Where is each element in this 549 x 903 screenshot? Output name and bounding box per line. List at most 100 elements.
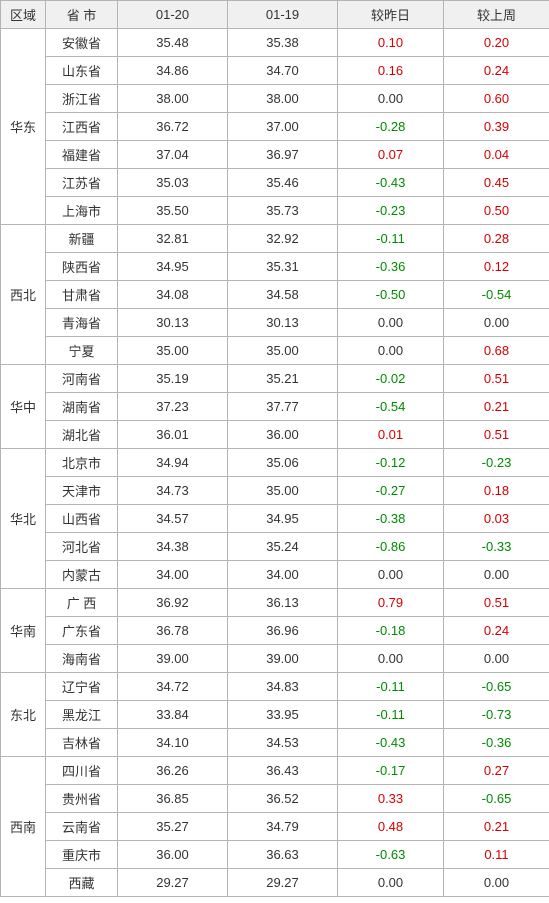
table-row: 华东安徽省35.4835.380.100.20: [1, 29, 549, 57]
table-header: 区域 省 市 01-20 01-19 较昨日 较上周: [1, 1, 549, 29]
table-row: 青海省30.1330.130.000.00: [1, 309, 549, 337]
province-cell: 宁夏: [46, 337, 118, 365]
value-d2-cell: 29.27: [228, 869, 338, 897]
table-row: 山东省34.8634.700.160.24: [1, 57, 549, 85]
change-lastweek-cell: 0.39: [444, 113, 549, 141]
change-yesterday-cell: 0.00: [338, 337, 444, 365]
province-cell: 青海省: [46, 309, 118, 337]
value-d1-cell: 36.85: [118, 785, 228, 813]
value-d2-cell: 39.00: [228, 645, 338, 673]
table-row: 东北辽宁省34.7234.83-0.11-0.65: [1, 673, 549, 701]
province-cell: 内蒙古: [46, 561, 118, 589]
province-cell: 福建省: [46, 141, 118, 169]
table-row: 贵州省36.8536.520.33-0.65: [1, 785, 549, 813]
province-cell: 湖北省: [46, 421, 118, 449]
table-row: 华中河南省35.1935.21-0.020.51: [1, 365, 549, 393]
value-d1-cell: 34.95: [118, 253, 228, 281]
change-yesterday-cell: 0.01: [338, 421, 444, 449]
table-row: 西藏29.2729.270.000.00: [1, 869, 549, 897]
region-cell: 华中: [1, 365, 46, 449]
header-date2: 01-19: [228, 1, 338, 29]
province-cell: 山东省: [46, 57, 118, 85]
province-cell: 辽宁省: [46, 673, 118, 701]
table-row: 黑龙江33.8433.95-0.11-0.73: [1, 701, 549, 729]
table-row: 天津市34.7335.00-0.270.18: [1, 477, 549, 505]
change-lastweek-cell: -0.36: [444, 729, 549, 757]
change-lastweek-cell: 0.45: [444, 169, 549, 197]
value-d1-cell: 34.10: [118, 729, 228, 757]
value-d1-cell: 37.23: [118, 393, 228, 421]
region-cell: 华北: [1, 449, 46, 589]
change-yesterday-cell: -0.63: [338, 841, 444, 869]
value-d2-cell: 35.24: [228, 533, 338, 561]
province-cell: 浙江省: [46, 85, 118, 113]
table-row: 湖北省36.0136.000.010.51: [1, 421, 549, 449]
change-lastweek-cell: 0.60: [444, 85, 549, 113]
province-cell: 西藏: [46, 869, 118, 897]
change-lastweek-cell: 0.24: [444, 57, 549, 85]
change-lastweek-cell: 0.00: [444, 561, 549, 589]
change-yesterday-cell: -0.11: [338, 701, 444, 729]
value-d2-cell: 35.21: [228, 365, 338, 393]
table-row: 华北北京市34.9435.06-0.12-0.23: [1, 449, 549, 477]
table-row: 云南省35.2734.790.480.21: [1, 813, 549, 841]
region-cell: 西北: [1, 225, 46, 365]
value-d2-cell: 35.00: [228, 477, 338, 505]
change-lastweek-cell: -0.23: [444, 449, 549, 477]
table-row: 山西省34.5734.95-0.380.03: [1, 505, 549, 533]
table-row: 华南广 西36.9236.130.790.51: [1, 589, 549, 617]
change-yesterday-cell: 0.00: [338, 85, 444, 113]
value-d2-cell: 35.46: [228, 169, 338, 197]
province-cell: 安徽省: [46, 29, 118, 57]
table-row: 海南省39.0039.000.000.00: [1, 645, 549, 673]
province-cell: 广 西: [46, 589, 118, 617]
change-yesterday-cell: 0.48: [338, 813, 444, 841]
province-cell: 陕西省: [46, 253, 118, 281]
province-cell: 河北省: [46, 533, 118, 561]
change-yesterday-cell: -0.18: [338, 617, 444, 645]
value-d1-cell: 35.00: [118, 337, 228, 365]
province-cell: 新疆: [46, 225, 118, 253]
change-lastweek-cell: -0.65: [444, 673, 549, 701]
value-d1-cell: 29.27: [118, 869, 228, 897]
value-d1-cell: 34.57: [118, 505, 228, 533]
province-cell: 江苏省: [46, 169, 118, 197]
value-d1-cell: 34.08: [118, 281, 228, 309]
change-lastweek-cell: 0.68: [444, 337, 549, 365]
table-row: 宁夏35.0035.000.000.68: [1, 337, 549, 365]
table-row: 福建省37.0436.970.070.04: [1, 141, 549, 169]
change-lastweek-cell: 0.00: [444, 645, 549, 673]
value-d2-cell: 36.63: [228, 841, 338, 869]
value-d1-cell: 35.19: [118, 365, 228, 393]
value-d2-cell: 34.95: [228, 505, 338, 533]
change-yesterday-cell: -0.43: [338, 169, 444, 197]
change-lastweek-cell: -0.54: [444, 281, 549, 309]
value-d2-cell: 34.00: [228, 561, 338, 589]
table-row: 内蒙古34.0034.000.000.00: [1, 561, 549, 589]
change-lastweek-cell: 0.18: [444, 477, 549, 505]
value-d1-cell: 32.81: [118, 225, 228, 253]
province-cell: 重庆市: [46, 841, 118, 869]
value-d1-cell: 34.94: [118, 449, 228, 477]
value-d2-cell: 34.58: [228, 281, 338, 309]
change-lastweek-cell: 0.51: [444, 421, 549, 449]
value-d1-cell: 34.86: [118, 57, 228, 85]
value-d2-cell: 35.00: [228, 337, 338, 365]
change-lastweek-cell: 0.12: [444, 253, 549, 281]
province-cell: 甘肃省: [46, 281, 118, 309]
change-yesterday-cell: 0.00: [338, 869, 444, 897]
change-lastweek-cell: 0.28: [444, 225, 549, 253]
change-lastweek-cell: 0.27: [444, 757, 549, 785]
province-cell: 海南省: [46, 645, 118, 673]
table-row: 江苏省35.0335.46-0.430.45: [1, 169, 549, 197]
region-cell: 华南: [1, 589, 46, 673]
change-yesterday-cell: -0.12: [338, 449, 444, 477]
province-cell: 湖南省: [46, 393, 118, 421]
header-province: 省 市: [46, 1, 118, 29]
province-cell: 吉林省: [46, 729, 118, 757]
change-lastweek-cell: 0.21: [444, 813, 549, 841]
change-yesterday-cell: -0.02: [338, 365, 444, 393]
province-cell: 广东省: [46, 617, 118, 645]
change-yesterday-cell: -0.11: [338, 673, 444, 701]
change-yesterday-cell: 0.07: [338, 141, 444, 169]
